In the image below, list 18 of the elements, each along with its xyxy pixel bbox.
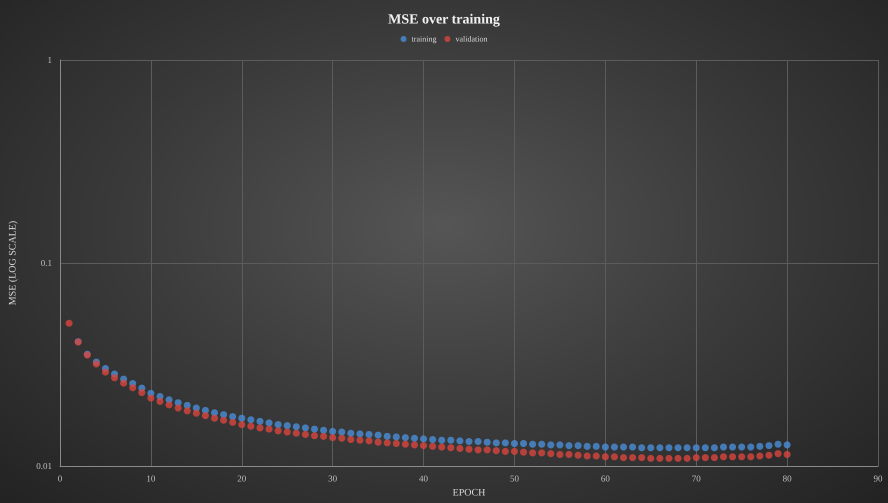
x-tick-label: 90: [874, 474, 883, 484]
x-tick-label: 80: [782, 474, 792, 484]
legend-label: validation: [455, 34, 488, 44]
x-tick-label: 10: [146, 474, 156, 484]
x-tick-label: 40: [419, 474, 429, 484]
x-tick-label: 0: [58, 474, 63, 484]
y-tick-label: 1: [48, 55, 52, 65]
x-tick-label: 30: [328, 474, 338, 484]
x-tick-label: 60: [600, 474, 610, 484]
y-axis-title: MSE (LOG SCALE): [8, 220, 18, 306]
y-tick-label: 0.01: [36, 461, 52, 471]
legend-label: training: [412, 34, 436, 44]
x-axis-title: EPOCH: [452, 488, 486, 498]
chart-title: MSE over training: [388, 12, 500, 28]
x-tick-label: 70: [692, 474, 702, 484]
x-tick-label: 50: [510, 474, 520, 484]
x-tick-label: 20: [237, 474, 247, 484]
y-tick-label: 0.1: [40, 258, 52, 268]
